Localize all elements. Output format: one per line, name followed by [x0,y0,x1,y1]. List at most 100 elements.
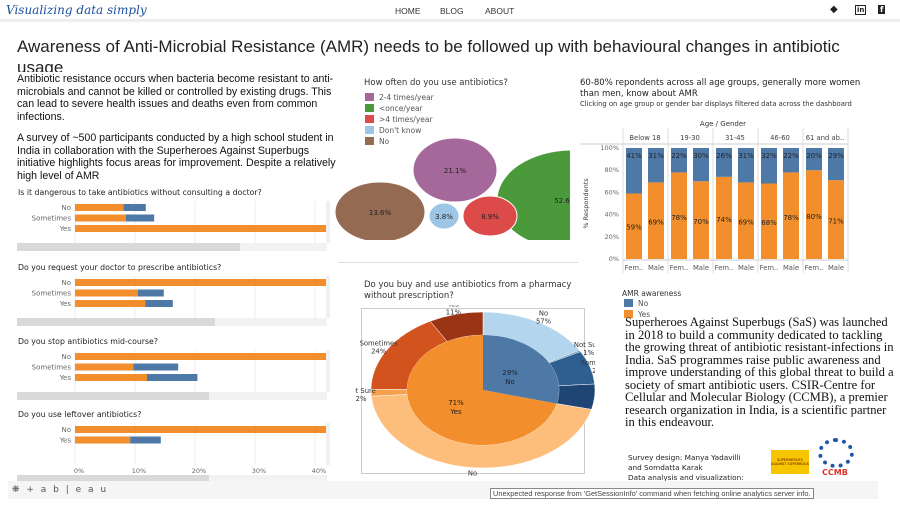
legend-yes[interactable]: Yes [624,310,650,319]
horizontal-scrollbar[interactable] [17,475,327,483]
bar-yes [783,172,799,259]
bar-no [626,148,642,194]
nav-home[interactable]: HOME [395,6,421,16]
bubble-title: How often do you use antibiotics? [364,78,508,88]
bubble-legend-item[interactable]: No [365,137,434,148]
y-tick-label: 80% [605,166,619,174]
bubble-legend-item[interactable]: <once/year [365,104,434,115]
horizontal-scrollbar[interactable] [17,318,327,326]
awareness-chart: Age / Gender % Respondents 0% 20% 40% 60% 80% 1… [580,120,849,273]
gender-label: Fem.. [805,264,824,272]
bubble-legend-item[interactable]: 2-4 times/year [365,93,434,104]
bar-yes-label: 70% [693,218,709,226]
nav-about[interactable]: ABOUT [485,6,515,16]
scrollbar-thumb[interactable] [17,392,210,400]
question-title: Do you stop antibiotics mid-course? [18,337,158,346]
category-label: Sometimes [32,364,72,372]
bar-no [738,148,754,183]
x-tick-label: 30% [252,467,266,475]
bubble-2-4-times-year [412,137,498,203]
top-nav [0,0,900,22]
bubble-legend-item[interactable]: >4 times/year [365,115,434,126]
survey-text: A survey of ~500 participants conducted … [17,132,336,182]
bar-no-label: 22% [671,152,687,160]
awareness-subtitle: Clicking on age group or gender bar disp… [580,100,852,108]
tableau-wordmark: + a b | e a u [26,485,109,495]
pie-outer-value: 24% [592,367,595,375]
linkedin-icon[interactable]: in [855,5,867,15]
legend-label: <once/year [379,104,423,113]
bubble-value-label: 52.6 [554,197,570,205]
category-label: Yes [59,374,72,382]
pie-outer-value: 1% [583,349,594,357]
swatch-yes [624,310,633,318]
bar-segment-no [138,289,164,297]
y-tick-label: 20% [605,233,619,241]
tableau-logo[interactable]: ❋ + a b | e a u [12,485,109,495]
bar-no [648,148,664,183]
category-label: Yes [59,300,72,308]
legend-no[interactable]: No [624,299,648,308]
brand-logo[interactable]: Visualizing data simply [6,3,147,17]
facebook-icon[interactable]: f [878,5,886,14]
bubble-legend-item[interactable]: Don't know [365,126,434,137]
x-tick-label: 20% [192,467,206,475]
gender-label: Male [828,264,844,272]
scrollbar-thumb[interactable] [17,475,210,483]
page-title: Awareness of Anti-Microbial Resistance (… [17,37,840,72]
pie-inner-value: 71% [448,399,464,407]
pie-outer-value: 11% [446,309,462,317]
bar-segment-no [133,363,179,371]
horizontal-scrollbar[interactable] [17,243,327,251]
bar-yes [828,180,844,259]
pie-inner-value: 29% [502,369,518,377]
awareness-title: 60-80% repondents across all age groups,… [580,78,861,99]
category-label: Yes [59,437,72,445]
bar-yes-label: 80% [806,213,822,221]
chart-scrollbar [326,423,330,465]
y-tick-label: 60% [605,188,619,196]
bar-no-label: 31% [648,152,664,160]
x-tick-label: 10% [132,467,146,475]
y-tick-label: 40% [605,211,619,219]
legend-label: No [638,299,649,308]
pie-outer-value: 2% [356,395,367,403]
bar-segment-yes [75,363,134,371]
x-tick-label: 40% [312,467,326,475]
chart-scrollbar [326,350,330,392]
bar-yes [761,183,777,259]
x-tick-label: 0% [74,467,84,475]
category-label: Sometimes [32,290,72,298]
credit-line: Data analysis and visualization: [628,473,744,482]
chart-scrollbar [326,276,330,318]
bar-yes [671,172,687,259]
scrollbar-thumb[interactable] [17,243,241,251]
bar-yes [806,170,822,259]
category-label: No [61,204,71,212]
gender-label: Male [693,264,709,272]
bar-no [716,148,732,177]
legend-swatch [365,104,374,112]
pie-inner-slice [483,335,559,404]
scrollbar-thumb[interactable] [17,318,216,326]
bar-yes [738,182,754,259]
pie-title: Do you buy and use antibiotics from a ph… [364,280,572,301]
sas-description: Superheroes Against Superbugs (SaS) was … [625,315,894,429]
pie-outer-label: Not Sure [574,341,595,349]
intro-text: Antibiotic resistance occurs when bacter… [17,73,334,123]
credit-line: and Somdatta Karak [628,463,703,472]
bar-yes-label: 69% [738,219,754,227]
bar-yes [648,182,664,259]
bar-segment-yes [75,436,131,444]
nav-blog[interactable]: BLOG [440,6,464,16]
bubble-no [334,181,426,240]
pie-outer-label: Sometimes [581,359,595,367]
gender-label: Fem.. [760,264,779,272]
twitter-icon[interactable]: ◆ [830,4,838,15]
credit-line: Survey design: Manya Yadavilli [628,453,741,462]
horizontal-scrollbar[interactable] [17,392,327,400]
gender-label: Male [648,264,664,272]
error-message: Unexpected response from 'GetSessionInfo… [490,488,814,499]
y-tick-label: 100% [600,144,619,152]
bubble--4-times-year [462,195,518,237]
